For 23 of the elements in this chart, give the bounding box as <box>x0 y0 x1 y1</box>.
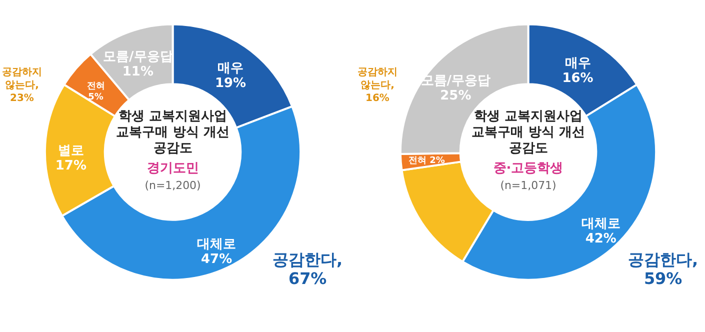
slice-label: 매우 <box>218 61 244 76</box>
text: (n=1,071) <box>500 178 556 192</box>
slice-label: 대체로 <box>581 216 620 232</box>
data-label: 16% <box>562 70 594 86</box>
text: 학생 교복지원사업 교복구매 방식 개선 공감도 <box>116 109 230 156</box>
text: 경기도민 <box>146 160 199 176</box>
data-label: 19% <box>214 76 246 92</box>
text: 공감한다, 67% <box>272 250 343 288</box>
text: 학생 교복지원사업 교복구매 방식 개선 공감도 <box>472 109 585 156</box>
slice-label: 별로 <box>58 143 84 158</box>
text: (n=1,200) <box>144 178 201 192</box>
text: 중·고등학생 <box>493 160 564 176</box>
data-label: 17% <box>55 158 86 174</box>
text: 공감한다, 59% <box>628 250 698 288</box>
text: 공감하지 않는다, 16% <box>357 67 398 104</box>
slice-label: 전혀 <box>86 81 105 92</box>
text: 공감하지 않는다, 23% <box>2 67 42 104</box>
slice-label: 대체로 <box>197 236 236 252</box>
slice-label: 전혀 2% <box>408 156 445 166</box>
data-label: 5% <box>88 92 104 102</box>
data-label: 42% <box>585 231 616 246</box>
slice-label: 매우 <box>564 56 591 71</box>
data-label: 47% <box>201 252 232 267</box>
